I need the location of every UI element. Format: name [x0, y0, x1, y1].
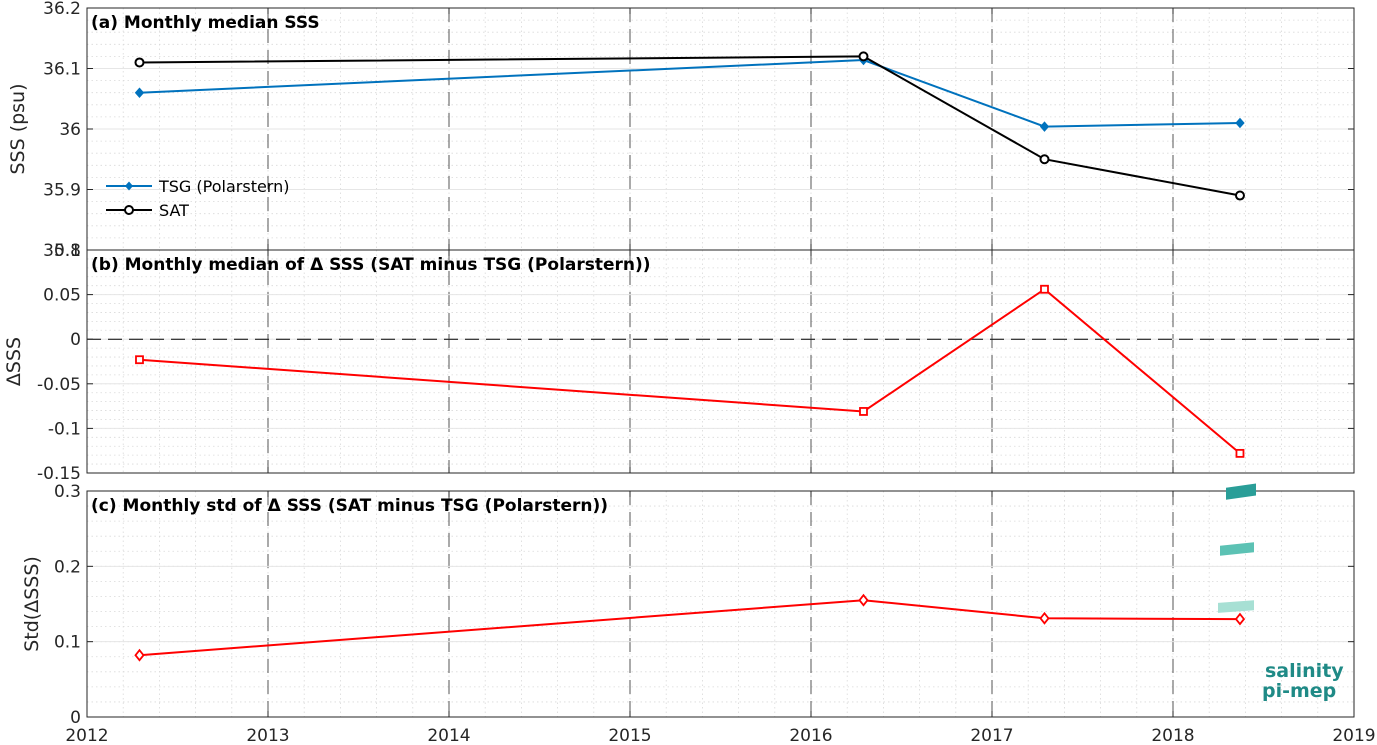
data-point [1235, 117, 1245, 129]
logo-line2: pi-mep [1262, 680, 1336, 702]
y-tick-label: 0.2 [54, 557, 81, 577]
y-tick-label: -0.15 [37, 464, 81, 484]
data-point [1039, 611, 1050, 625]
panel-c: 0 0.1 0.2 0.3 2012 2013 2014 2015 2016 2017 2018 20… [21, 482, 1376, 745]
series-line [139, 55, 1241, 197]
y-axis-label: Std(ΔSSS) [21, 556, 43, 652]
data-point [134, 648, 145, 662]
axes-box [86, 490, 1355, 718]
data-point [1039, 121, 1050, 132]
y-tick-label: 36 [59, 120, 81, 140]
x-tick-label: 2016 [789, 726, 832, 745]
legend-marker [125, 181, 133, 191]
x-tick-label: 2014 [427, 726, 470, 745]
data-point [1040, 284, 1049, 294]
data-point [859, 407, 868, 416]
y-tick-label: 0.3 [54, 482, 81, 502]
data-point [134, 57, 145, 68]
x-tick-label: 2013 [246, 726, 289, 745]
panel-title: (b) Monthly median of Δ SSS (SAT minus T… [91, 255, 651, 275]
pi-mep-logo: salinity pi-mep [1218, 483, 1344, 702]
data-point [135, 355, 144, 365]
y-tick-label: 35.9 [43, 181, 81, 201]
series-line [139, 58, 1241, 128]
y-axis-label: SSS (psu) [7, 83, 29, 174]
series-line [139, 599, 1241, 657]
legend-label: TSG (Polarstern) [158, 177, 289, 196]
x-tick-label: 2015 [608, 726, 651, 745]
panel-title: (a) Monthly median SSS [91, 13, 320, 33]
data-point [1039, 154, 1050, 165]
x-tick-label: 2019 [1332, 726, 1375, 745]
data-point [858, 593, 869, 607]
y-axis-label: ΔSSS [3, 337, 25, 386]
y-tick-label: 0 [70, 330, 81, 350]
logo-wave-icon [1218, 483, 1256, 613]
y-tick-label: 0.1 [54, 633, 81, 653]
panel-a: 35.8 35.9 36 36.1 36.2 SSS (psu) (a) Monthly m… [7, 0, 1355, 261]
panel-title: (c) Monthly std of Δ SSS (SAT minus TSG … [91, 496, 608, 516]
y-tick-label: 0.1 [54, 241, 81, 261]
y-tick-label: 36.1 [43, 60, 81, 80]
y-tick-label: 35.8 [43, 241, 81, 261]
logo-line1: salinity [1265, 660, 1344, 682]
x-tick-label: 2012 [65, 726, 108, 745]
y-tick-label: 0.05 [43, 286, 81, 306]
y-tick-label: 0 [70, 708, 81, 728]
data-point [134, 87, 145, 98]
panel-b: -0.15 -0.1 -0.05 0 0.05 0.1 ΔSSS (b) Monthly me… [3, 241, 1355, 484]
legend-label: SAT [159, 201, 189, 220]
data-point [858, 51, 869, 62]
x-tick-label: 2018 [1151, 726, 1194, 745]
series-line [139, 287, 1241, 455]
data-point [1234, 190, 1245, 201]
y-tick-label: -0.1 [48, 419, 81, 439]
legend: TSG (Polarstern) SAT [106, 177, 289, 220]
data-point [1234, 612, 1246, 626]
x-tick-label: 2017 [970, 726, 1013, 745]
axes-box [86, 249, 1355, 474]
data-point [1235, 448, 1245, 458]
y-tick-label: 36.2 [43, 0, 81, 19]
y-tick-label: -0.05 [37, 375, 81, 395]
legend-marker [124, 205, 134, 215]
